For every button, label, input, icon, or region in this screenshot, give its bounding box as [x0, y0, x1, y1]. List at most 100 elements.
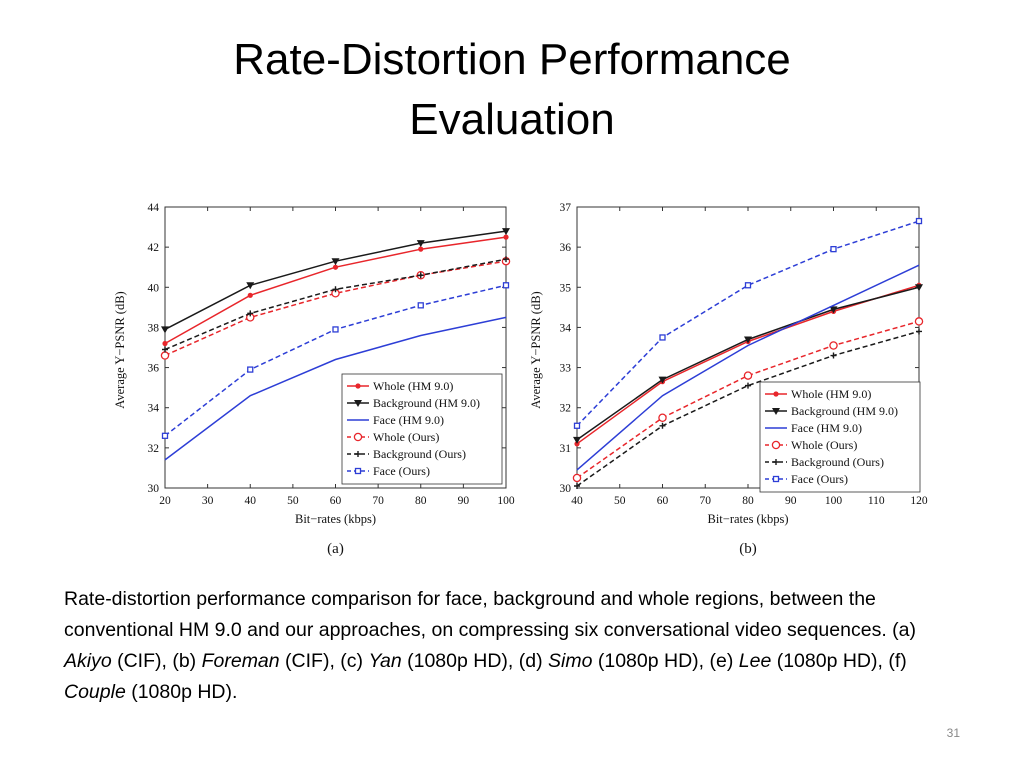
- legend-label: Whole (HM 9.0): [791, 387, 871, 401]
- y-tick-label: 34: [560, 322, 572, 334]
- legend-label: Face (Ours): [791, 472, 848, 486]
- series-line: [576, 320, 920, 479]
- data-point: [574, 441, 580, 447]
- slide-title-line-2: Evaluation: [409, 95, 615, 144]
- data-point: [744, 336, 752, 344]
- panel-label: (b): [739, 541, 757, 557]
- y-tick-label: 44: [148, 202, 160, 214]
- data-point: [162, 346, 168, 353]
- chart-panel: 40 50 60 70 80 90 100 110 120 30 31 32 33 34 35 36 37 Bit…: [529, 202, 928, 557]
- legend-label: Background (Ours): [791, 455, 884, 469]
- data-point: [160, 351, 170, 360]
- series-face-ours: [573, 217, 923, 429]
- y-tick-label: 30: [560, 483, 572, 495]
- caption-sequence-name: Couple: [64, 681, 126, 703]
- x-tick-label: 110: [868, 495, 885, 507]
- legend-box: [759, 381, 921, 493]
- x-tick-label: 80: [415, 495, 427, 507]
- data-point: [916, 328, 922, 335]
- data-point: [162, 340, 168, 347]
- caption-sequence-name: Lee: [738, 650, 772, 672]
- x-tick-label: 90: [785, 495, 797, 507]
- legend: Whole (HM 9.0) Background (HM 9.0) Face (H…: [341, 373, 503, 485]
- x-tick-label: 120: [910, 495, 928, 507]
- data-point: [247, 310, 254, 317]
- x-tick-label: 80: [742, 495, 754, 507]
- data-point: [830, 245, 837, 253]
- x-tick-label: 100: [497, 495, 515, 507]
- data-point: [914, 317, 924, 326]
- y-tick-label: 38: [148, 322, 160, 334]
- figure-caption: Rate-distortion performance comparison f…: [64, 584, 964, 708]
- data-point: [247, 366, 254, 373]
- legend-label: Whole (Ours): [791, 438, 857, 452]
- series-face-ours: [161, 282, 510, 439]
- legend-label: Background (Ours): [373, 447, 466, 461]
- legend-label: Whole (HM 9.0): [373, 379, 453, 393]
- series-background-hm-9-0: [573, 284, 923, 444]
- legend-item: Background (Ours): [765, 455, 884, 469]
- series-whole-hm-9-0: [162, 234, 509, 347]
- y-tick-label: 37: [560, 202, 572, 214]
- caption-text: (CIF), (c): [279, 650, 369, 672]
- y-tick-label: 36: [560, 242, 572, 254]
- caption-sequence-name: Akiyo: [64, 650, 112, 672]
- y-axis-label: Average Y−PSNR (dB): [113, 291, 127, 408]
- legend-box: [341, 373, 503, 485]
- slide-title-line-1: Rate-Distortion Performance: [233, 35, 791, 84]
- legend-label: Background (HM 9.0): [791, 404, 898, 418]
- legend-item: Face (Ours): [347, 464, 430, 478]
- y-tick-label: 40: [148, 282, 160, 294]
- legend-marker: [355, 451, 361, 457]
- legend-item: Whole (Ours): [347, 430, 439, 444]
- x-tick-label: 40: [571, 495, 583, 507]
- data-point: [572, 473, 582, 483]
- series-background-hm-9-0: [161, 228, 510, 334]
- series-face-hm-9-0: [576, 264, 920, 471]
- caption-text: (1080p HD), (e): [592, 650, 739, 672]
- legend-item: Face (Ours): [765, 472, 848, 486]
- legend-marker: [772, 408, 780, 415]
- data-point: [332, 326, 339, 333]
- data-point: [830, 352, 837, 359]
- y-axis-label: Average Y−PSNR (dB): [529, 291, 543, 408]
- caption-text: (1080p HD), (d): [401, 650, 548, 672]
- legend: Whole (HM 9.0) Background (HM 9.0) Face (H…: [759, 381, 921, 493]
- data-point: [574, 482, 580, 489]
- legend-item: Face (HM 9.0): [347, 413, 444, 427]
- x-tick-label: 70: [700, 495, 712, 507]
- y-tick-label: 31: [560, 443, 572, 455]
- data-point: [503, 256, 509, 263]
- data-point: [331, 258, 340, 266]
- data-point: [915, 217, 923, 225]
- page-number: 31: [946, 726, 960, 740]
- legend-item: Face (HM 9.0): [765, 421, 862, 435]
- caption-text: (1080p HD).: [125, 681, 238, 703]
- y-tick-label: 32: [148, 443, 160, 455]
- data-point: [658, 413, 667, 422]
- caption-text: Rate-distortion performance comparison f…: [64, 588, 916, 641]
- x-tick-label: 60: [657, 495, 669, 507]
- legend-item: Whole (HM 9.0): [765, 387, 871, 401]
- x-tick-label: 40: [245, 495, 257, 507]
- legend-item: Background (HM 9.0): [765, 404, 898, 418]
- x-axis-label: Bit−rates (kbps): [295, 512, 376, 526]
- data-point: [829, 306, 838, 314]
- series-line: [164, 258, 507, 351]
- data-point: [659, 422, 666, 429]
- data-point: [332, 264, 339, 270]
- series-line: [164, 316, 507, 461]
- legend-marker: [355, 383, 361, 389]
- series-background-ours: [162, 256, 509, 353]
- slide-title: Rate-Distortion Performance Evaluation: [112, 30, 912, 150]
- y-tick-label: 30: [148, 483, 160, 495]
- legend-label: Background (HM 9.0): [373, 396, 480, 410]
- data-point: [246, 282, 255, 290]
- y-tick-label: 33: [560, 363, 572, 375]
- y-tick-label: 42: [148, 242, 160, 254]
- data-point: [247, 292, 253, 298]
- legend-marker: [354, 467, 362, 475]
- x-tick-label: 70: [372, 495, 384, 507]
- legend-item: Background (HM 9.0): [347, 396, 480, 410]
- data-point: [417, 302, 424, 309]
